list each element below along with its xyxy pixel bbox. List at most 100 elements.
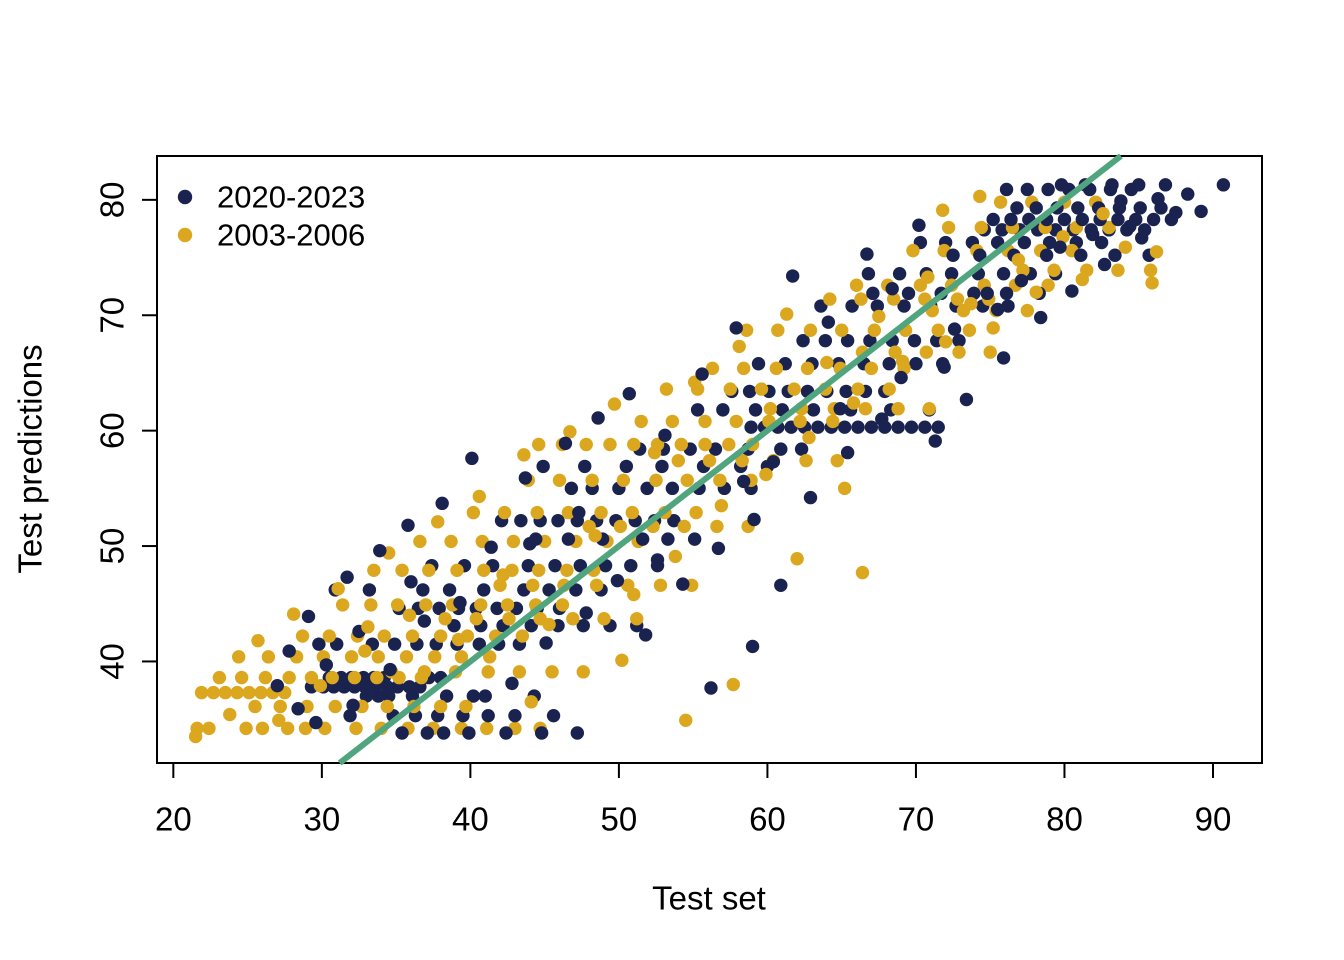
point-2003-2006 (705, 361, 720, 376)
point-2020-2023 (1020, 182, 1035, 197)
legend-label-2003-2006: 2003-2006 (217, 218, 365, 253)
point-2003-2006 (433, 699, 448, 714)
point-2003-2006 (1011, 253, 1026, 267)
point-2003-2006 (466, 505, 481, 520)
point-2003-2006 (846, 396, 861, 410)
point-2003-2006 (754, 382, 769, 396)
point-2003-2006 (588, 528, 602, 543)
point-2020-2023 (806, 403, 821, 417)
point-2003-2006 (526, 578, 540, 592)
point-2003-2006 (469, 612, 484, 626)
point-2003-2006 (481, 665, 495, 679)
point-2003-2006 (1096, 206, 1110, 221)
point-2003-2006 (1041, 278, 1055, 292)
point-2020-2023 (944, 267, 959, 281)
point-2003-2006 (454, 650, 469, 664)
point-2003-2006 (665, 414, 680, 429)
point-2020-2023 (1071, 201, 1085, 215)
point-2003-2006 (826, 414, 840, 429)
point-2003-2006 (405, 629, 420, 643)
point-2020-2023 (508, 708, 522, 723)
point-2003-2006 (787, 382, 801, 396)
point-2003-2006 (474, 598, 488, 612)
point-2003-2006 (625, 505, 639, 520)
point-2003-2006 (532, 437, 546, 452)
point-2003-2006 (206, 685, 221, 700)
point-2003-2006 (790, 552, 804, 566)
x-tick-label: 30 (303, 801, 340, 838)
point-2003-2006 (834, 323, 849, 337)
point-2003-2006 (438, 612, 452, 626)
point-2020-2023 (870, 299, 885, 313)
point-2020-2023 (534, 726, 549, 740)
point-2003-2006 (304, 670, 319, 685)
x-tick-label: 70 (898, 801, 935, 838)
legend-marker-2003-2006 (177, 227, 193, 243)
point-2003-2006 (769, 361, 784, 376)
point-2020-2023 (481, 708, 495, 723)
point-2003-2006 (962, 323, 977, 337)
point-2003-2006 (872, 309, 886, 324)
point-2003-2006 (530, 505, 544, 520)
point-2020-2023 (655, 459, 669, 474)
point-2003-2006 (234, 670, 249, 685)
point-2020-2023 (885, 282, 899, 296)
point-2003-2006 (1016, 263, 1030, 277)
point-2003-2006 (627, 587, 641, 602)
point-2020-2023 (319, 658, 334, 672)
point-2020-2023 (610, 573, 625, 588)
point-2020-2023 (640, 481, 654, 496)
point-2003-2006 (607, 397, 622, 411)
point-2003-2006 (698, 414, 712, 429)
point-2003-2006 (231, 650, 246, 664)
point-2003-2006 (258, 670, 273, 685)
point-2020-2023 (536, 459, 550, 474)
y-tick-label: 50 (94, 528, 131, 565)
point-2003-2006 (615, 653, 629, 667)
point-2020-2023 (1029, 201, 1043, 215)
point-2003-2006 (515, 629, 530, 643)
point-2003-2006 (579, 437, 593, 452)
point-2020-2023 (373, 543, 387, 558)
point-2003-2006 (532, 563, 546, 577)
point-2020-2023 (748, 403, 763, 417)
point-2003-2006 (433, 629, 448, 643)
point-2003-2006 (419, 598, 433, 612)
point-2003-2006 (552, 473, 567, 487)
point-2020-2023 (863, 333, 877, 348)
point-2003-2006 (589, 578, 604, 592)
point-2003-2006 (713, 473, 727, 487)
point-2020-2023 (918, 420, 932, 434)
point-2003-2006 (202, 721, 216, 736)
point-2020-2023 (1114, 194, 1128, 208)
point-2003-2006 (771, 323, 785, 337)
point-2020-2023 (667, 513, 681, 528)
point-2020-2023 (381, 689, 396, 703)
point-2003-2006 (248, 699, 262, 714)
point-2003-2006 (858, 402, 873, 416)
point-2020-2023 (751, 357, 766, 371)
point-2003-2006 (867, 323, 882, 337)
x-tick-label: 90 (1195, 801, 1232, 838)
point-2020-2023 (1108, 248, 1122, 262)
point-2020-2023 (291, 702, 305, 716)
point-2020-2023 (658, 428, 672, 442)
point-2003-2006 (218, 685, 233, 700)
point-2003-2006 (723, 382, 737, 396)
point-2003-2006 (922, 402, 937, 416)
point-2003-2006 (477, 563, 491, 577)
point-2020-2023 (521, 558, 536, 573)
point-2020-2023 (716, 403, 730, 417)
point-2020-2023 (931, 420, 945, 434)
point-2020-2023 (1097, 257, 1112, 272)
point-2020-2023 (1053, 240, 1067, 254)
point-2003-2006 (230, 685, 244, 700)
point-2003-2006 (272, 713, 286, 728)
point-2003-2006 (613, 519, 628, 534)
point-2003-2006 (698, 437, 712, 452)
point-2020-2023 (404, 575, 418, 589)
point-2020-2023 (1014, 273, 1029, 288)
point-2020-2023 (523, 537, 537, 551)
point-2020-2023 (1105, 178, 1119, 192)
